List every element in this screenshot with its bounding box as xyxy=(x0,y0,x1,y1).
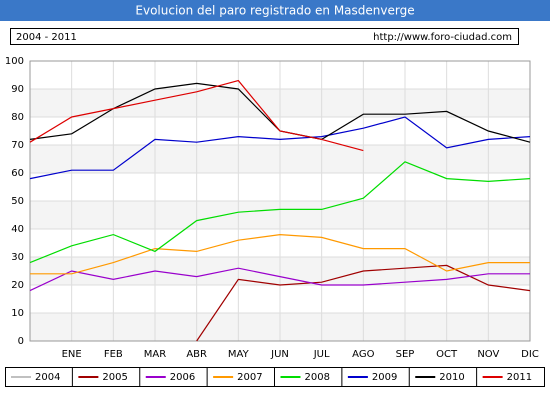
x-tick-label: DIC xyxy=(521,349,539,360)
legend-label: 2006 xyxy=(170,372,195,383)
x-tick-label: ABR xyxy=(186,349,207,360)
x-tick-label: JUL xyxy=(313,349,330,360)
y-tick-label: 50 xyxy=(11,196,24,207)
series-line xyxy=(29,267,530,292)
legend-label: 2004 xyxy=(35,372,60,383)
x-tick-label: MAY xyxy=(228,349,250,360)
subtitle-box xyxy=(10,28,519,45)
x-tick-label: AGO xyxy=(352,349,374,360)
legend-label: 2009 xyxy=(372,372,397,383)
series-line xyxy=(29,161,531,264)
series-line xyxy=(196,264,531,342)
x-tick-label: OCT xyxy=(436,349,458,360)
x-tick-label: ENE xyxy=(62,349,82,360)
y-tick-label: 70 xyxy=(11,140,24,151)
title-bar xyxy=(0,0,550,21)
y-tick-label: 60 xyxy=(11,168,24,179)
y-tick-label: 10 xyxy=(11,308,24,319)
series-line xyxy=(29,79,364,152)
legend-label: 2005 xyxy=(102,372,127,383)
y-tick-label: 40 xyxy=(11,224,24,235)
y-tick-label: 80 xyxy=(11,112,24,123)
chart-title: Evolucion del paro registrado en Masdenv… xyxy=(135,4,414,18)
y-tick-label: 0 xyxy=(18,336,24,347)
x-tick-label: FEB xyxy=(104,349,123,360)
x-tick-label: MAR xyxy=(144,349,166,360)
y-tick-label: 30 xyxy=(11,252,24,263)
y-tick-label: 100 xyxy=(5,56,24,67)
y-tick-label: 90 xyxy=(11,84,24,95)
x-tick-label: JUN xyxy=(270,349,289,360)
series-line xyxy=(29,116,531,180)
legend-label: 2010 xyxy=(439,372,464,383)
x-tick-label: SEP xyxy=(396,349,415,360)
source: http://www.foro-ciudad.com xyxy=(373,32,512,43)
plot-border xyxy=(29,60,531,342)
legend-label: 2008 xyxy=(305,372,330,383)
y-tick-label: 20 xyxy=(11,280,24,291)
x-tick-label: NOV xyxy=(477,349,499,360)
subtitle: 2004 - 2011 xyxy=(16,32,77,43)
legend-label: 2007 xyxy=(237,372,262,383)
legend-label: 2011 xyxy=(507,372,532,383)
series-line xyxy=(30,233,530,275)
